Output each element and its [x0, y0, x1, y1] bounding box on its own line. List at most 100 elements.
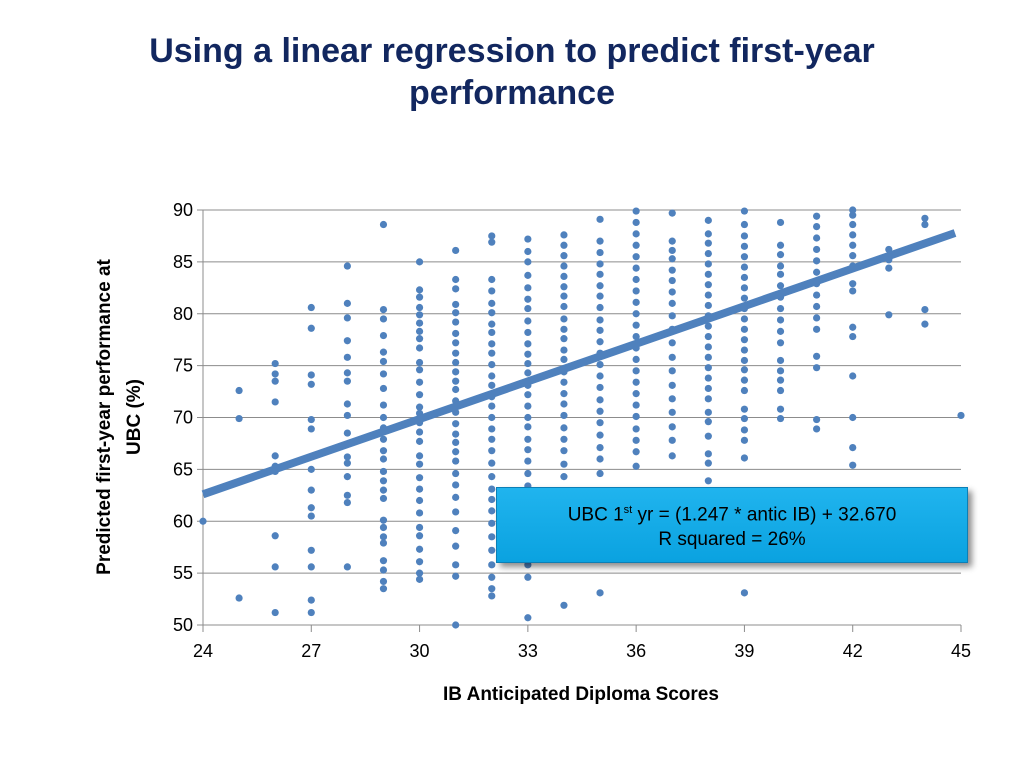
data-point [379, 447, 388, 455]
data-point [813, 302, 821, 311]
data-point [668, 436, 676, 444]
data-point [307, 486, 315, 494]
data-point [849, 220, 857, 229]
data-point [668, 312, 676, 320]
data-point [343, 314, 351, 322]
data-point [488, 402, 496, 410]
data-point [560, 346, 568, 354]
data-point [849, 323, 857, 331]
data-point [776, 356, 785, 365]
data-point [668, 266, 676, 274]
data-point [199, 517, 207, 525]
x-axis-label: IB Anticipated Diploma Scores [443, 684, 719, 705]
data-point [668, 339, 676, 347]
data-point [740, 589, 749, 597]
data-point [596, 282, 604, 290]
data-point [307, 504, 315, 512]
data-point [704, 364, 712, 372]
data-point [668, 452, 676, 460]
data-point [813, 314, 821, 322]
data-point [596, 455, 604, 463]
data-point [776, 262, 785, 270]
data-point [452, 457, 460, 465]
data-point [668, 423, 676, 431]
y-tick-label: 85 [173, 252, 193, 272]
data-point [415, 569, 424, 577]
data-point [524, 304, 532, 313]
data-point [560, 262, 568, 270]
data-point [776, 376, 785, 384]
data-point [271, 452, 279, 460]
data-point [379, 577, 388, 586]
title-line-2: performance [409, 74, 615, 112]
data-point [452, 448, 460, 456]
data-point [271, 370, 279, 378]
data-point [343, 453, 351, 461]
data-point [488, 232, 496, 240]
data-point [488, 349, 496, 357]
data-point [596, 419, 604, 427]
data-point [776, 405, 785, 413]
data-point [488, 372, 496, 380]
data-point [560, 302, 568, 311]
data-point [379, 557, 388, 565]
data-point [524, 284, 532, 292]
data-point [632, 310, 640, 318]
data-point [776, 414, 785, 423]
data-point [415, 327, 424, 335]
data-point [524, 402, 532, 410]
data-point [524, 235, 532, 243]
data-point [740, 454, 749, 462]
data-point [813, 415, 821, 424]
data-point [488, 309, 496, 317]
data-point [885, 311, 893, 319]
data-point [415, 496, 424, 505]
data-point [560, 435, 568, 443]
data-point [343, 498, 351, 507]
data-point [343, 400, 351, 408]
data-point [452, 481, 460, 489]
data-point [452, 542, 460, 550]
data-point [740, 207, 749, 215]
data-point [668, 395, 676, 403]
data-point [560, 231, 568, 239]
y-tick-label: 75 [173, 356, 193, 376]
data-point [379, 477, 388, 485]
data-point [632, 390, 640, 398]
x-tick-labels: 24 27 30 33 36 39 42 45 [193, 641, 971, 661]
data-point [632, 298, 640, 306]
data-point [704, 418, 712, 426]
data-point [415, 335, 424, 343]
data-point [632, 241, 640, 249]
data-point [488, 381, 496, 389]
data-point [849, 206, 857, 214]
data-point [560, 424, 568, 432]
data-point [271, 377, 279, 385]
data-point [813, 245, 821, 254]
data-point [740, 284, 749, 292]
data-point [560, 378, 568, 386]
data-point [921, 320, 929, 328]
data-point [524, 423, 532, 431]
data-point [415, 403, 424, 411]
y-tick-label: 50 [173, 615, 193, 635]
data-point [452, 572, 460, 580]
equation-superscript: st [623, 504, 633, 516]
data-point [379, 585, 388, 593]
data-point [488, 447, 496, 455]
data-point [776, 327, 785, 335]
data-point [524, 328, 532, 337]
data-point [921, 214, 929, 222]
data-point [452, 430, 460, 438]
data-point [488, 238, 496, 246]
data-point [632, 218, 640, 227]
data-point [849, 372, 857, 380]
data-point [524, 391, 532, 399]
data-point [813, 257, 821, 265]
data-point [524, 295, 532, 303]
r-squared-text: R squared = 26% [658, 529, 806, 551]
data-point [813, 223, 821, 231]
data-point [740, 366, 749, 374]
data-point [379, 486, 388, 494]
data-point [343, 377, 351, 385]
